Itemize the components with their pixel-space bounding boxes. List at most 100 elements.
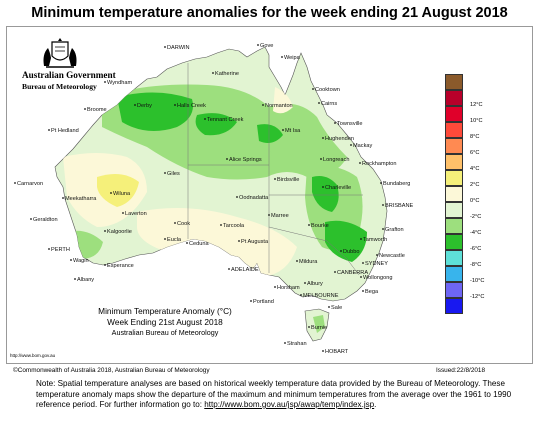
place-dot	[257, 44, 259, 46]
legend-swatch	[445, 298, 463, 314]
place-label: Meekatharra	[65, 196, 97, 202]
place-label: Horsham	[277, 285, 300, 291]
map-caption: Minimum Temperature Anomaly (°C) Week En…	[95, 306, 235, 338]
legend-swatch	[445, 106, 463, 122]
legend-swatch	[445, 234, 463, 250]
issued-date: Issued:22/8/2018	[436, 367, 486, 374]
legend-label: 8°C	[470, 134, 480, 140]
place-label: Newcastle	[379, 253, 405, 259]
legend-label: 4°C	[470, 166, 480, 172]
place-dot	[48, 129, 50, 131]
place-label: Weipa	[284, 55, 301, 61]
place-label: Normanton	[265, 103, 293, 109]
place-dot	[220, 224, 222, 226]
legend-swatch	[445, 282, 463, 298]
legend-label: -8°C	[470, 262, 482, 268]
legend-swatch	[445, 266, 463, 282]
place-label: Cooktown	[315, 87, 340, 93]
legend-swatch	[445, 154, 463, 170]
place-label: Eucla	[167, 237, 182, 243]
state-borders	[187, 63, 363, 276]
place-dot	[382, 204, 384, 206]
legend-swatch	[445, 250, 463, 266]
place-label: Mildura	[299, 259, 318, 265]
anomaly-fill	[54, 46, 388, 342]
place-dot	[104, 230, 106, 232]
place-dot	[281, 56, 283, 58]
place-label: Albany	[77, 277, 94, 283]
legend-label: 10°C	[470, 118, 483, 124]
place-dot	[238, 240, 240, 242]
place-dot	[134, 104, 136, 106]
place-label: Longreach	[323, 157, 349, 163]
place-label: Cook	[177, 221, 190, 227]
place-label: Birdsville	[277, 177, 299, 183]
place-label: Halls Creek	[177, 103, 206, 109]
place-dot	[360, 238, 362, 240]
place-dot	[268, 214, 270, 216]
place-dot	[14, 182, 16, 184]
place-dot	[84, 108, 86, 110]
very-cool-kimberley	[117, 92, 193, 131]
place-dot	[320, 158, 322, 160]
place-dot	[308, 224, 310, 226]
cool-alice	[207, 140, 272, 177]
neutral-gulf	[273, 87, 293, 114]
place-label: Townsville	[337, 121, 363, 127]
place-label: Katherine	[215, 71, 239, 77]
anomaly-map: DARWIN Gove Weipa Katherine Wyndham Cooktown D…	[14, 43, 414, 355]
legend-label: 12°C	[470, 102, 483, 108]
place-dot	[30, 218, 32, 220]
legend-label: -6°C	[470, 246, 482, 252]
place-label: Geraldton	[33, 217, 58, 223]
place-label: Pt Augusta	[241, 239, 269, 245]
place-label: Bega	[365, 289, 379, 295]
neutral-south	[137, 208, 297, 277]
note-text: Note: Spatial temperature analyses are b…	[36, 379, 512, 409]
place-label: Strahan	[287, 341, 307, 347]
legend-swatch	[445, 202, 463, 218]
place-label: Grafton	[385, 227, 404, 233]
place-dot	[376, 254, 378, 256]
legend-swatch	[445, 74, 463, 90]
place-label: Bourke	[311, 223, 329, 229]
place-dot	[312, 88, 314, 90]
place-label: CANBERRA	[337, 270, 368, 276]
place-dot	[164, 238, 166, 240]
place-dot	[204, 118, 206, 120]
place-label: Dubbo	[343, 249, 359, 255]
place-dot	[350, 144, 352, 146]
place-dot	[110, 192, 112, 194]
place-dot	[318, 102, 320, 104]
place-label: Bundaberg	[383, 181, 410, 187]
place-dot	[122, 212, 124, 214]
place-dot	[380, 182, 382, 184]
place-label: Laverton	[125, 211, 147, 217]
caption-source: Australian Bureau of Meteorology	[111, 328, 219, 337]
place-dot	[300, 294, 302, 296]
place-label: Tennant Creek	[207, 117, 244, 123]
very-cool-east	[312, 176, 339, 212]
place-label: HOBART	[325, 349, 349, 355]
place-dot	[74, 278, 76, 280]
source-url: http://www.bom.gov.au	[10, 353, 56, 358]
legend-swatch	[445, 186, 463, 202]
place-dot	[328, 306, 330, 308]
place-dot	[174, 222, 176, 224]
place-dot	[322, 350, 324, 352]
place-dot	[228, 268, 230, 270]
place-label: SYDNEY	[365, 261, 388, 267]
place-dot	[382, 228, 384, 230]
legend-label: -12°C	[470, 294, 485, 300]
place-label: Cairns	[321, 101, 337, 107]
legend-label: 2°C	[470, 182, 480, 188]
place-dot	[104, 264, 106, 266]
place-dot	[174, 104, 176, 106]
note-link[interactable]: http://www.bom.gov.au/jsp/awap/temp/inde…	[204, 400, 375, 409]
place-label: ADELAIDE	[231, 267, 259, 273]
place-label: BRISBANE	[385, 203, 414, 209]
caption-period: Week Ending 21st August 2018	[107, 317, 223, 327]
place-label: Wagin	[73, 258, 89, 264]
place-label: Broome	[87, 107, 107, 113]
place-label: Mt Isa	[285, 128, 301, 134]
